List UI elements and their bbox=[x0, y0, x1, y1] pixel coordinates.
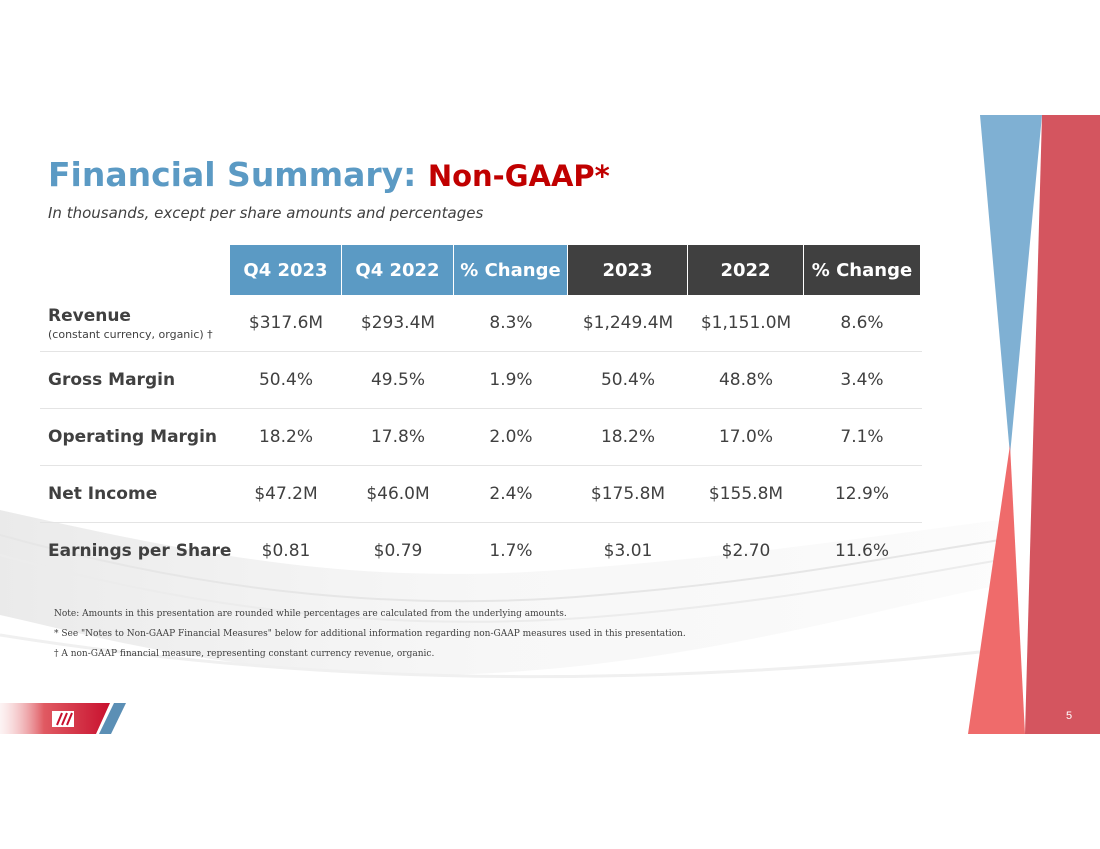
table-row-gross-margin: Gross Margin 50.4% 49.5% 1.9% 50.4% 48.8… bbox=[40, 352, 922, 409]
row-label-main: Earnings per Share bbox=[48, 541, 232, 561]
table-cell: 50.4% bbox=[258, 370, 313, 390]
row-label-main: Gross Margin bbox=[48, 370, 176, 390]
title-accent: Non-GAAP* bbox=[427, 159, 610, 193]
footnote-rounding: Note: Amounts in this presentation are r… bbox=[54, 609, 567, 619]
row-label-main: Net Income bbox=[48, 484, 158, 504]
row-label-sub: (constant currency, organic) † bbox=[48, 327, 213, 341]
table-cell: 49.5% bbox=[370, 370, 425, 390]
table-row-net-income: Net Income $47.2M $46.0M 2.4% $175.8M $1… bbox=[40, 466, 922, 523]
background-wave bbox=[0, 510, 1001, 679]
footnotes: Note: Amounts in this presentation are r… bbox=[54, 609, 914, 669]
header-fy-pct-change: % Change bbox=[804, 245, 920, 295]
table-row-operating-margin: Operating Margin 18.2% 17.8% 2.0% 18.2% … bbox=[40, 409, 922, 466]
title-main: Financial Summary: bbox=[48, 155, 428, 194]
table-cell: 11.6% bbox=[834, 541, 889, 561]
table-cell: 8.6% bbox=[840, 313, 884, 333]
table-header-row: Q4 2023 Q4 2022 % Change 2023 2022 % Cha… bbox=[40, 245, 922, 295]
table-cell: 12.9% bbox=[834, 484, 889, 504]
header-2022: 2022 bbox=[688, 245, 804, 295]
table-cell: 17.8% bbox=[370, 427, 425, 447]
table-cell: 3.4% bbox=[840, 370, 884, 390]
table-cell: 17.0% bbox=[718, 427, 773, 447]
table-cell: 1.7% bbox=[489, 541, 533, 561]
row-label-main: Revenue bbox=[48, 305, 131, 326]
header-q4-2023: Q4 2023 bbox=[230, 245, 342, 295]
header-2023: 2023 bbox=[568, 245, 688, 295]
table-cell: $1,151.0M bbox=[700, 313, 792, 333]
table-row-revenue: Revenue (constant currency, organic) † $… bbox=[40, 295, 922, 352]
row-label: Gross Margin bbox=[40, 370, 230, 390]
slide: Financial Summary: Non-GAAP* In thousand… bbox=[0, 115, 1100, 734]
footnote-non-gaap: * See "Notes to Non-GAAP Financial Measu… bbox=[54, 629, 686, 639]
table-row-earnings-per-share: Earnings per Share $0.81 $0.79 1.7% $3.0… bbox=[40, 523, 922, 579]
header-spacer bbox=[40, 245, 230, 295]
table-cell: $175.8M bbox=[590, 484, 666, 504]
table-cell: 7.1% bbox=[840, 427, 884, 447]
table-cell: $317.6M bbox=[248, 313, 324, 333]
table-cell: 50.4% bbox=[600, 370, 655, 390]
table-cell: $2.70 bbox=[721, 541, 771, 561]
table-cell: $47.2M bbox=[254, 484, 318, 504]
table-cell: $46.0M bbox=[366, 484, 430, 504]
row-label: Net Income bbox=[40, 484, 230, 504]
table-cell: 2.4% bbox=[489, 484, 533, 504]
financial-summary-table: Q4 2023 Q4 2022 % Change 2023 2022 % Cha… bbox=[40, 245, 922, 579]
row-label: Operating Margin bbox=[40, 427, 230, 447]
page-title: Financial Summary: Non-GAAP* bbox=[48, 155, 610, 194]
page-subtitle: In thousands, except per share amounts a… bbox=[48, 204, 484, 222]
table-cell: 48.8% bbox=[718, 370, 773, 390]
row-label: Revenue (constant currency, organic) † bbox=[40, 306, 230, 341]
table-cell: $3.01 bbox=[603, 541, 653, 561]
table-cell: $0.81 bbox=[261, 541, 311, 561]
table-cell: $1,249.4M bbox=[582, 313, 674, 333]
footnote-dagger: † A non-GAAP financial measure, represen… bbox=[54, 649, 435, 659]
header-q4-2022: Q4 2022 bbox=[342, 245, 454, 295]
table-cell: 1.9% bbox=[489, 370, 533, 390]
table-cell: 18.2% bbox=[258, 427, 313, 447]
table-cell: $0.79 bbox=[373, 541, 423, 561]
company-logo-icon bbox=[0, 703, 126, 734]
page-number: 5 bbox=[1066, 710, 1073, 722]
table-cell: $293.4M bbox=[360, 313, 436, 333]
table-cell: $155.8M bbox=[708, 484, 784, 504]
table-cell: 18.2% bbox=[600, 427, 655, 447]
row-label: Earnings per Share bbox=[40, 541, 232, 561]
row-label-main: Operating Margin bbox=[48, 427, 218, 447]
decorative-shapes bbox=[968, 115, 1100, 734]
header-q4-pct-change: % Change bbox=[454, 245, 568, 295]
table-cell: 2.0% bbox=[489, 427, 533, 447]
table-cell: 8.3% bbox=[489, 313, 533, 333]
